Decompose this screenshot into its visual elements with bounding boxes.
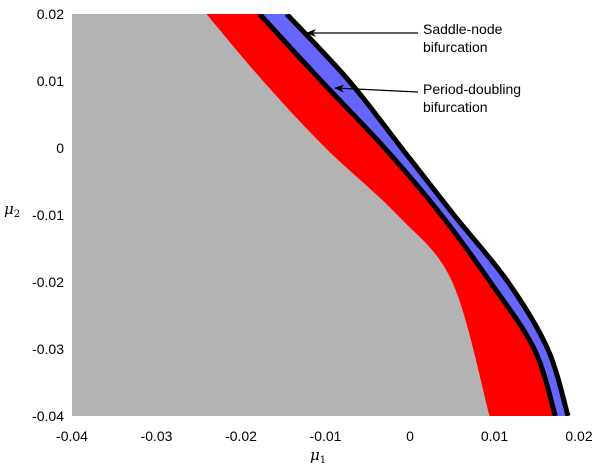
x-tick-label: 0.01: [481, 428, 508, 444]
period-doubling-annotation: Period-doubling bifurcation: [334, 81, 521, 115]
x-tick-label: -0.02: [225, 428, 257, 444]
period-doubling-arrow: [334, 84, 419, 93]
gray-region: [72, 14, 490, 416]
x-axis-ticks: -0.04 -0.03 -0.02 -0.01 0 0.01 0.02: [56, 428, 593, 444]
y-axis-ticks: 0.02 0.01 0 -0.01 -0.02 -0.03 -0.04: [32, 6, 64, 424]
saddle-node-label-line1: Saddle-node: [423, 21, 503, 37]
y-tick-label: -0.03: [32, 341, 64, 357]
saddle-node-label-line2: bifurcation: [423, 39, 488, 55]
y-tick-label: 0.02: [37, 6, 64, 22]
saddle-node-annotation: Saddle-node bifurcation: [306, 21, 503, 55]
y-tick-label: 0.01: [37, 73, 64, 89]
x-tick-label: 0.02: [565, 428, 592, 444]
y-tick-label: -0.01: [32, 207, 64, 223]
red-region: [206, 14, 556, 416]
y-tick-label: 0: [56, 140, 64, 156]
period-doubling-curve: [257, 14, 558, 416]
y-tick-label: -0.02: [32, 274, 64, 290]
x-tick-label: -0.01: [310, 428, 342, 444]
period-doubling-label-line1: Period-doubling: [423, 81, 521, 97]
y-tick-label: -0.04: [32, 408, 64, 424]
saddle-node-curve: [284, 14, 571, 416]
x-tick-label: -0.04: [56, 428, 88, 444]
x-tick-label: -0.03: [141, 428, 173, 444]
x-axis-label: μ1: [310, 446, 326, 466]
y-axis-label: μ2: [4, 200, 20, 220]
x-tick-label: 0: [406, 428, 414, 444]
period-doubling-label-line2: bifurcation: [423, 99, 488, 115]
